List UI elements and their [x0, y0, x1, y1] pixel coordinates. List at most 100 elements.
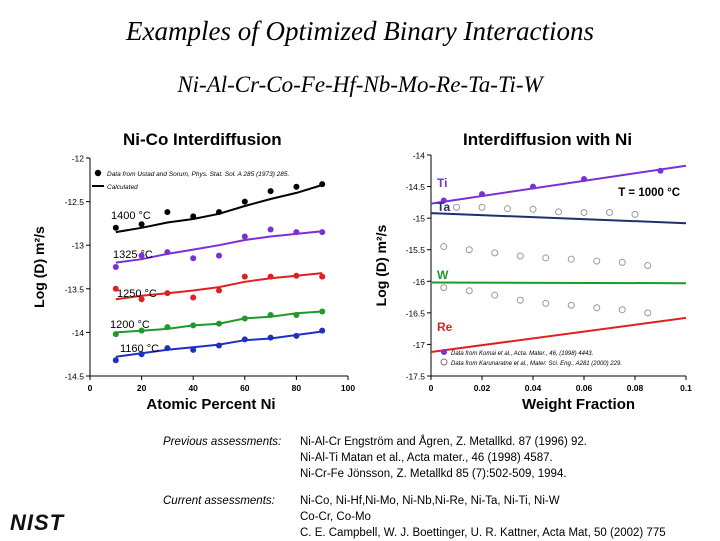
- series-curve-0: [430, 164, 687, 205]
- data-point-open: [478, 203, 486, 211]
- data-point-open: [542, 299, 550, 307]
- data-point: [319, 273, 326, 280]
- x-tick-label: 0.04: [525, 383, 542, 393]
- series-label: 1400 °C: [111, 210, 151, 222]
- x-tick-label: 80: [292, 383, 302, 393]
- temperature-annotation: T = 1000 °C: [618, 187, 680, 199]
- series-curve-3: [430, 316, 687, 353]
- data-point: [267, 334, 274, 341]
- data-point: [216, 209, 222, 216]
- data-point: [138, 296, 145, 303]
- x-axis-label: Atomic Percent Ni: [146, 396, 275, 413]
- legend-circle-marker: [440, 358, 448, 366]
- data-point: [293, 183, 300, 190]
- y-axis-label: Log (D) m²/s: [31, 226, 47, 308]
- data-point-open: [618, 258, 626, 266]
- data-point: [138, 221, 145, 228]
- data-point-open: [491, 291, 499, 299]
- data-point: [164, 290, 171, 297]
- y-tick-label: -14: [413, 151, 426, 161]
- current-assessments-label: Current assessments:: [163, 495, 275, 507]
- previous-assessment-2: Ni-Al-Ti Matan et al., Acta mater., 46 (…: [300, 452, 553, 464]
- y-tick-label: -15: [413, 214, 426, 224]
- data-point: [293, 332, 300, 339]
- data-point: [267, 311, 274, 318]
- x-tick-label: 0.02: [474, 383, 491, 393]
- data-point-open: [491, 249, 499, 257]
- data-point: [164, 345, 171, 352]
- data-point-open: [567, 255, 575, 263]
- previous-assessment-3: Ni-Cr-Fe Jönsson, Z. Metallkd 85 (7):502…: [300, 468, 567, 480]
- data-point-open: [440, 243, 448, 251]
- data-point: [164, 209, 171, 216]
- data-point: [241, 198, 248, 205]
- data-point: [241, 233, 248, 240]
- y-tick-label: -14.5: [65, 372, 85, 382]
- series-curve-2: [115, 272, 323, 301]
- data-point: [112, 264, 119, 270]
- x-tick-label: 20: [137, 383, 147, 393]
- left-chart-title: Ni-Co Interdiffusion: [123, 130, 282, 149]
- data-point: [112, 357, 119, 364]
- data-point: [657, 167, 664, 174]
- data-point-open: [542, 254, 550, 262]
- data-point: [138, 327, 145, 334]
- data-point-open: [465, 287, 473, 295]
- legend-komai: Data from Komai et al., Acta. Mater., 46…: [451, 351, 593, 357]
- series-label: 1325 °C: [113, 249, 153, 261]
- data-point: [190, 322, 197, 329]
- y-tick-label: -12.5: [65, 197, 85, 207]
- x-tick-label: 0.06: [576, 383, 593, 393]
- series-label: Ta: [437, 200, 450, 214]
- current-assessment-1: Ni-Co, Ni-Hf,Ni-Mo, Ni-Nb,Ni-Re, Ni-Ta, …: [300, 495, 560, 507]
- data-point: [530, 183, 536, 190]
- x-tick-label: 0.1: [680, 383, 692, 393]
- data-point: [112, 224, 119, 231]
- data-point: [267, 273, 274, 280]
- y-tick-label: -16.5: [406, 308, 426, 318]
- data-point: [164, 324, 171, 331]
- series-label: 1200 °C: [110, 319, 150, 331]
- series-curve-2: [430, 281, 687, 285]
- legend-dot-marker: [441, 349, 447, 355]
- data-point-open: [504, 205, 511, 213]
- series-label: Re: [437, 320, 453, 334]
- data-point: [319, 308, 326, 315]
- previous-assessments-label: Previous assessments:: [163, 436, 282, 448]
- data-point: [319, 229, 326, 236]
- data-point: [479, 191, 485, 198]
- data-point: [293, 311, 300, 318]
- y-tick-label: -13: [72, 241, 85, 251]
- data-point: [241, 273, 248, 280]
- data-point: [216, 252, 222, 259]
- y-tick-label: -14: [72, 328, 85, 338]
- data-point: [112, 285, 119, 292]
- data-point-open: [440, 284, 448, 292]
- legend-data-source: Data from Ustad and Sorum, Phys. Stat. S…: [107, 171, 290, 178]
- series-curve-1: [430, 212, 687, 225]
- legend-karunaratne: Data from Karunaratne et al., Mater. Sci…: [451, 361, 622, 367]
- series-label: W: [437, 268, 449, 282]
- data-point: [267, 188, 274, 195]
- page-title: Examples of Optimized Binary Interaction…: [126, 16, 594, 46]
- data-point: [440, 197, 447, 204]
- data-point-open: [529, 205, 537, 213]
- data-point-open: [606, 208, 613, 216]
- data-point-open: [516, 252, 524, 260]
- data-point: [190, 213, 197, 220]
- y-tick-label: -17.5: [406, 372, 426, 382]
- data-point: [190, 346, 197, 353]
- series-curve-1: [115, 230, 323, 264]
- data-point: [138, 351, 145, 358]
- data-point: [241, 315, 248, 322]
- data-point: [216, 287, 222, 294]
- x-tick-label: 0: [429, 383, 434, 393]
- data-point: [293, 229, 300, 236]
- y-tick-label: -12: [72, 154, 85, 164]
- series-label: 1160 °C: [120, 343, 159, 355]
- x-tick-label: 0: [88, 383, 93, 393]
- y-tick-label: -16: [413, 277, 426, 287]
- data-point-open: [555, 208, 562, 216]
